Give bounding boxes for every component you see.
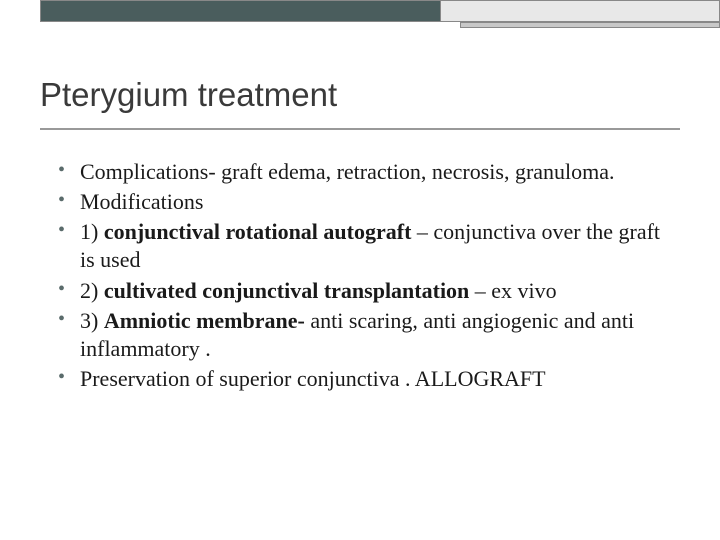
slide-title: Pterygium treatment [40, 76, 680, 124]
bullet-text: 2) [80, 278, 104, 303]
slide: Pterygium treatment Complications- graft… [0, 0, 720, 540]
bullet-post: – ex vivo [469, 278, 556, 303]
bullet-text: 1) [80, 219, 104, 244]
list-item: Complications- graft edema, retraction, … [56, 158, 680, 186]
bar-dark [40, 0, 441, 22]
bar-light [440, 0, 720, 22]
bullet-bold: cultivated conjunctival transplantation [104, 278, 469, 303]
bullet-text: Modifications [80, 189, 203, 214]
bullet-list: Complications- graft edema, retraction, … [56, 158, 680, 393]
bullet-text: 3) [80, 308, 104, 333]
list-item: Modifications [56, 188, 680, 216]
bar-under [460, 22, 720, 28]
bullet-text: Preservation of superior conjunctiva . A… [80, 366, 546, 391]
list-item: 3) Amniotic membrane- anti scaring, anti… [56, 307, 680, 363]
bullet-bold: conjunctival rotational autograft [104, 219, 412, 244]
list-item: Preservation of superior conjunctiva . A… [56, 365, 680, 393]
slide-body: Complications- graft edema, retraction, … [56, 158, 680, 395]
list-item: 2) cultivated conjunctival transplantati… [56, 277, 680, 305]
bullet-bold: Amniotic membrane- [104, 308, 305, 333]
bullet-text: Complications- graft edema, retraction, … [80, 159, 615, 184]
title-underline [40, 128, 680, 130]
list-item: 1) conjunctival rotational autograft – c… [56, 218, 680, 274]
